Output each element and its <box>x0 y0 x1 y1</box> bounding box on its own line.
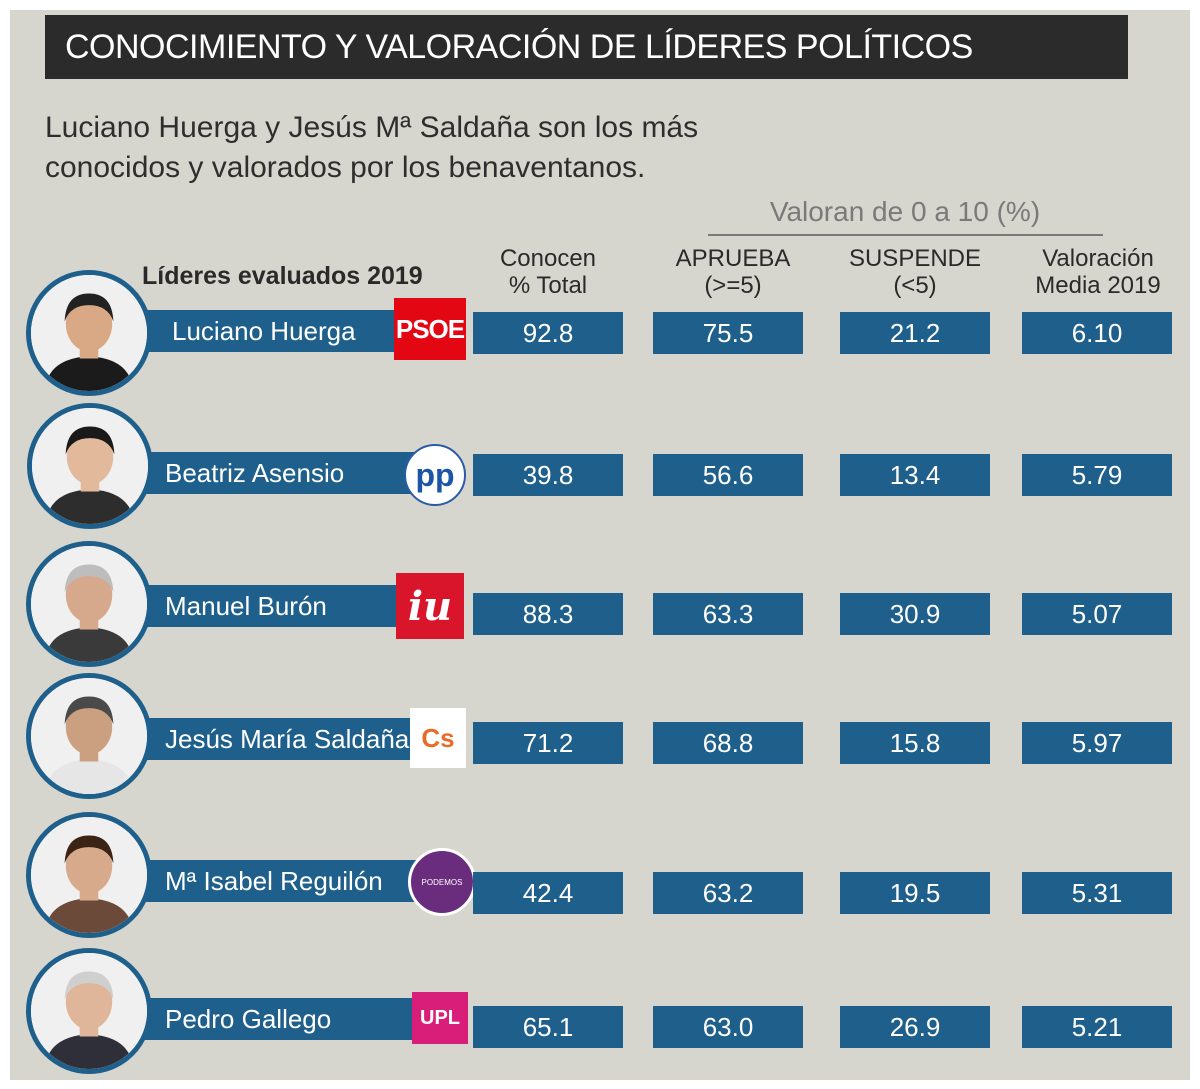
value-cell: 21.2 <box>840 312 990 354</box>
column-header-line: APRUEBA <box>675 245 791 272</box>
subtitle-line-1: Luciano Huerga y Jesús Mª Saldaña son lo… <box>45 111 699 144</box>
value-cell: 39.8 <box>473 454 623 496</box>
rating-group-label: Valoran de 0 a 10 (%) <box>769 196 1041 227</box>
person-silhouette-icon <box>31 678 147 794</box>
value-cell: 30.9 <box>840 593 990 635</box>
value-cell: 63.2 <box>653 872 803 914</box>
column-header-line: (>=5) <box>704 272 762 299</box>
value-cell: 5.21 <box>1022 1006 1172 1048</box>
column-header-line: Conocen <box>499 245 597 272</box>
page-title: CONOCIMIENTO Y VALORACIÓN DE LÍDERES POL… <box>45 15 1128 79</box>
column-header-line: SUSPENDE <box>848 245 982 272</box>
leader-name: Beatriz Asensio <box>145 452 415 494</box>
column-header-conocen: Conocen % Total <box>473 245 623 299</box>
column-header-valoracion: Valoración Media 2019 <box>1018 245 1178 299</box>
leader-name: Pedro Gallego <box>145 998 420 1040</box>
subtitle: Luciano Huerga y Jesús Mª Saldaña son lo… <box>45 108 945 188</box>
person-silhouette-icon <box>31 953 147 1069</box>
value-cell: 5.31 <box>1022 872 1172 914</box>
value-cell: 5.79 <box>1022 454 1172 496</box>
value-cell: 26.9 <box>840 1006 990 1048</box>
value-cell: 56.6 <box>653 454 803 496</box>
person-silhouette-icon <box>31 275 147 391</box>
leader-name: Mª Isabel Reguilón <box>145 860 420 902</box>
value-cell: 13.4 <box>840 454 990 496</box>
column-header-aprueba: APRUEBA (>=5) <box>653 245 813 299</box>
column-header-line: Media 2019 <box>1035 272 1161 299</box>
value-cell: 5.07 <box>1022 593 1172 635</box>
value-cell: 42.4 <box>473 872 623 914</box>
value-cell: 68.8 <box>653 722 803 764</box>
column-header-line: % Total <box>508 272 588 299</box>
leader-name: Jesús María Saldaña <box>145 718 420 760</box>
value-cell: 65.1 <box>473 1006 623 1048</box>
person-photo-icon <box>27 403 153 529</box>
person-photo-icon <box>26 948 152 1074</box>
party-logo: PODEMOS <box>408 848 476 916</box>
leader-name: Luciano Huerga <box>140 310 405 352</box>
person-photo-icon <box>26 270 152 396</box>
value-cell: 5.97 <box>1022 722 1172 764</box>
subtitle-line-2: conocidos y valorados por los benaventan… <box>45 151 646 184</box>
party-logo: iu <box>396 573 464 639</box>
column-header-line: (<5) <box>893 272 937 299</box>
party-logo: Cs <box>410 708 466 768</box>
value-cell: 71.2 <box>473 722 623 764</box>
person-photo-icon <box>26 541 152 667</box>
leaders-label: Líderes evaluados 2019 <box>142 262 423 290</box>
column-header-suspende: SUSPENDE (<5) <box>835 245 995 299</box>
party-logo: pp <box>404 444 466 506</box>
rating-group-rule <box>708 234 1103 236</box>
value-cell: 15.8 <box>840 722 990 764</box>
person-photo-icon <box>26 673 152 799</box>
person-silhouette-icon <box>31 817 147 933</box>
leader-name: Manuel Burón <box>145 585 405 627</box>
column-header-line: Valoración <box>1042 245 1154 272</box>
value-cell: 19.5 <box>840 872 990 914</box>
value-cell: 63.3 <box>653 593 803 635</box>
value-cell: 88.3 <box>473 593 623 635</box>
person-silhouette-icon <box>31 546 147 662</box>
person-photo-icon <box>26 812 152 938</box>
value-cell: 63.0 <box>653 1006 803 1048</box>
party-logo: UPL <box>412 992 468 1044</box>
value-cell: 92.8 <box>473 312 623 354</box>
value-cell: 6.10 <box>1022 312 1172 354</box>
value-cell: 75.5 <box>653 312 803 354</box>
person-silhouette-icon <box>32 408 148 524</box>
party-logo: PSOE <box>394 298 466 360</box>
